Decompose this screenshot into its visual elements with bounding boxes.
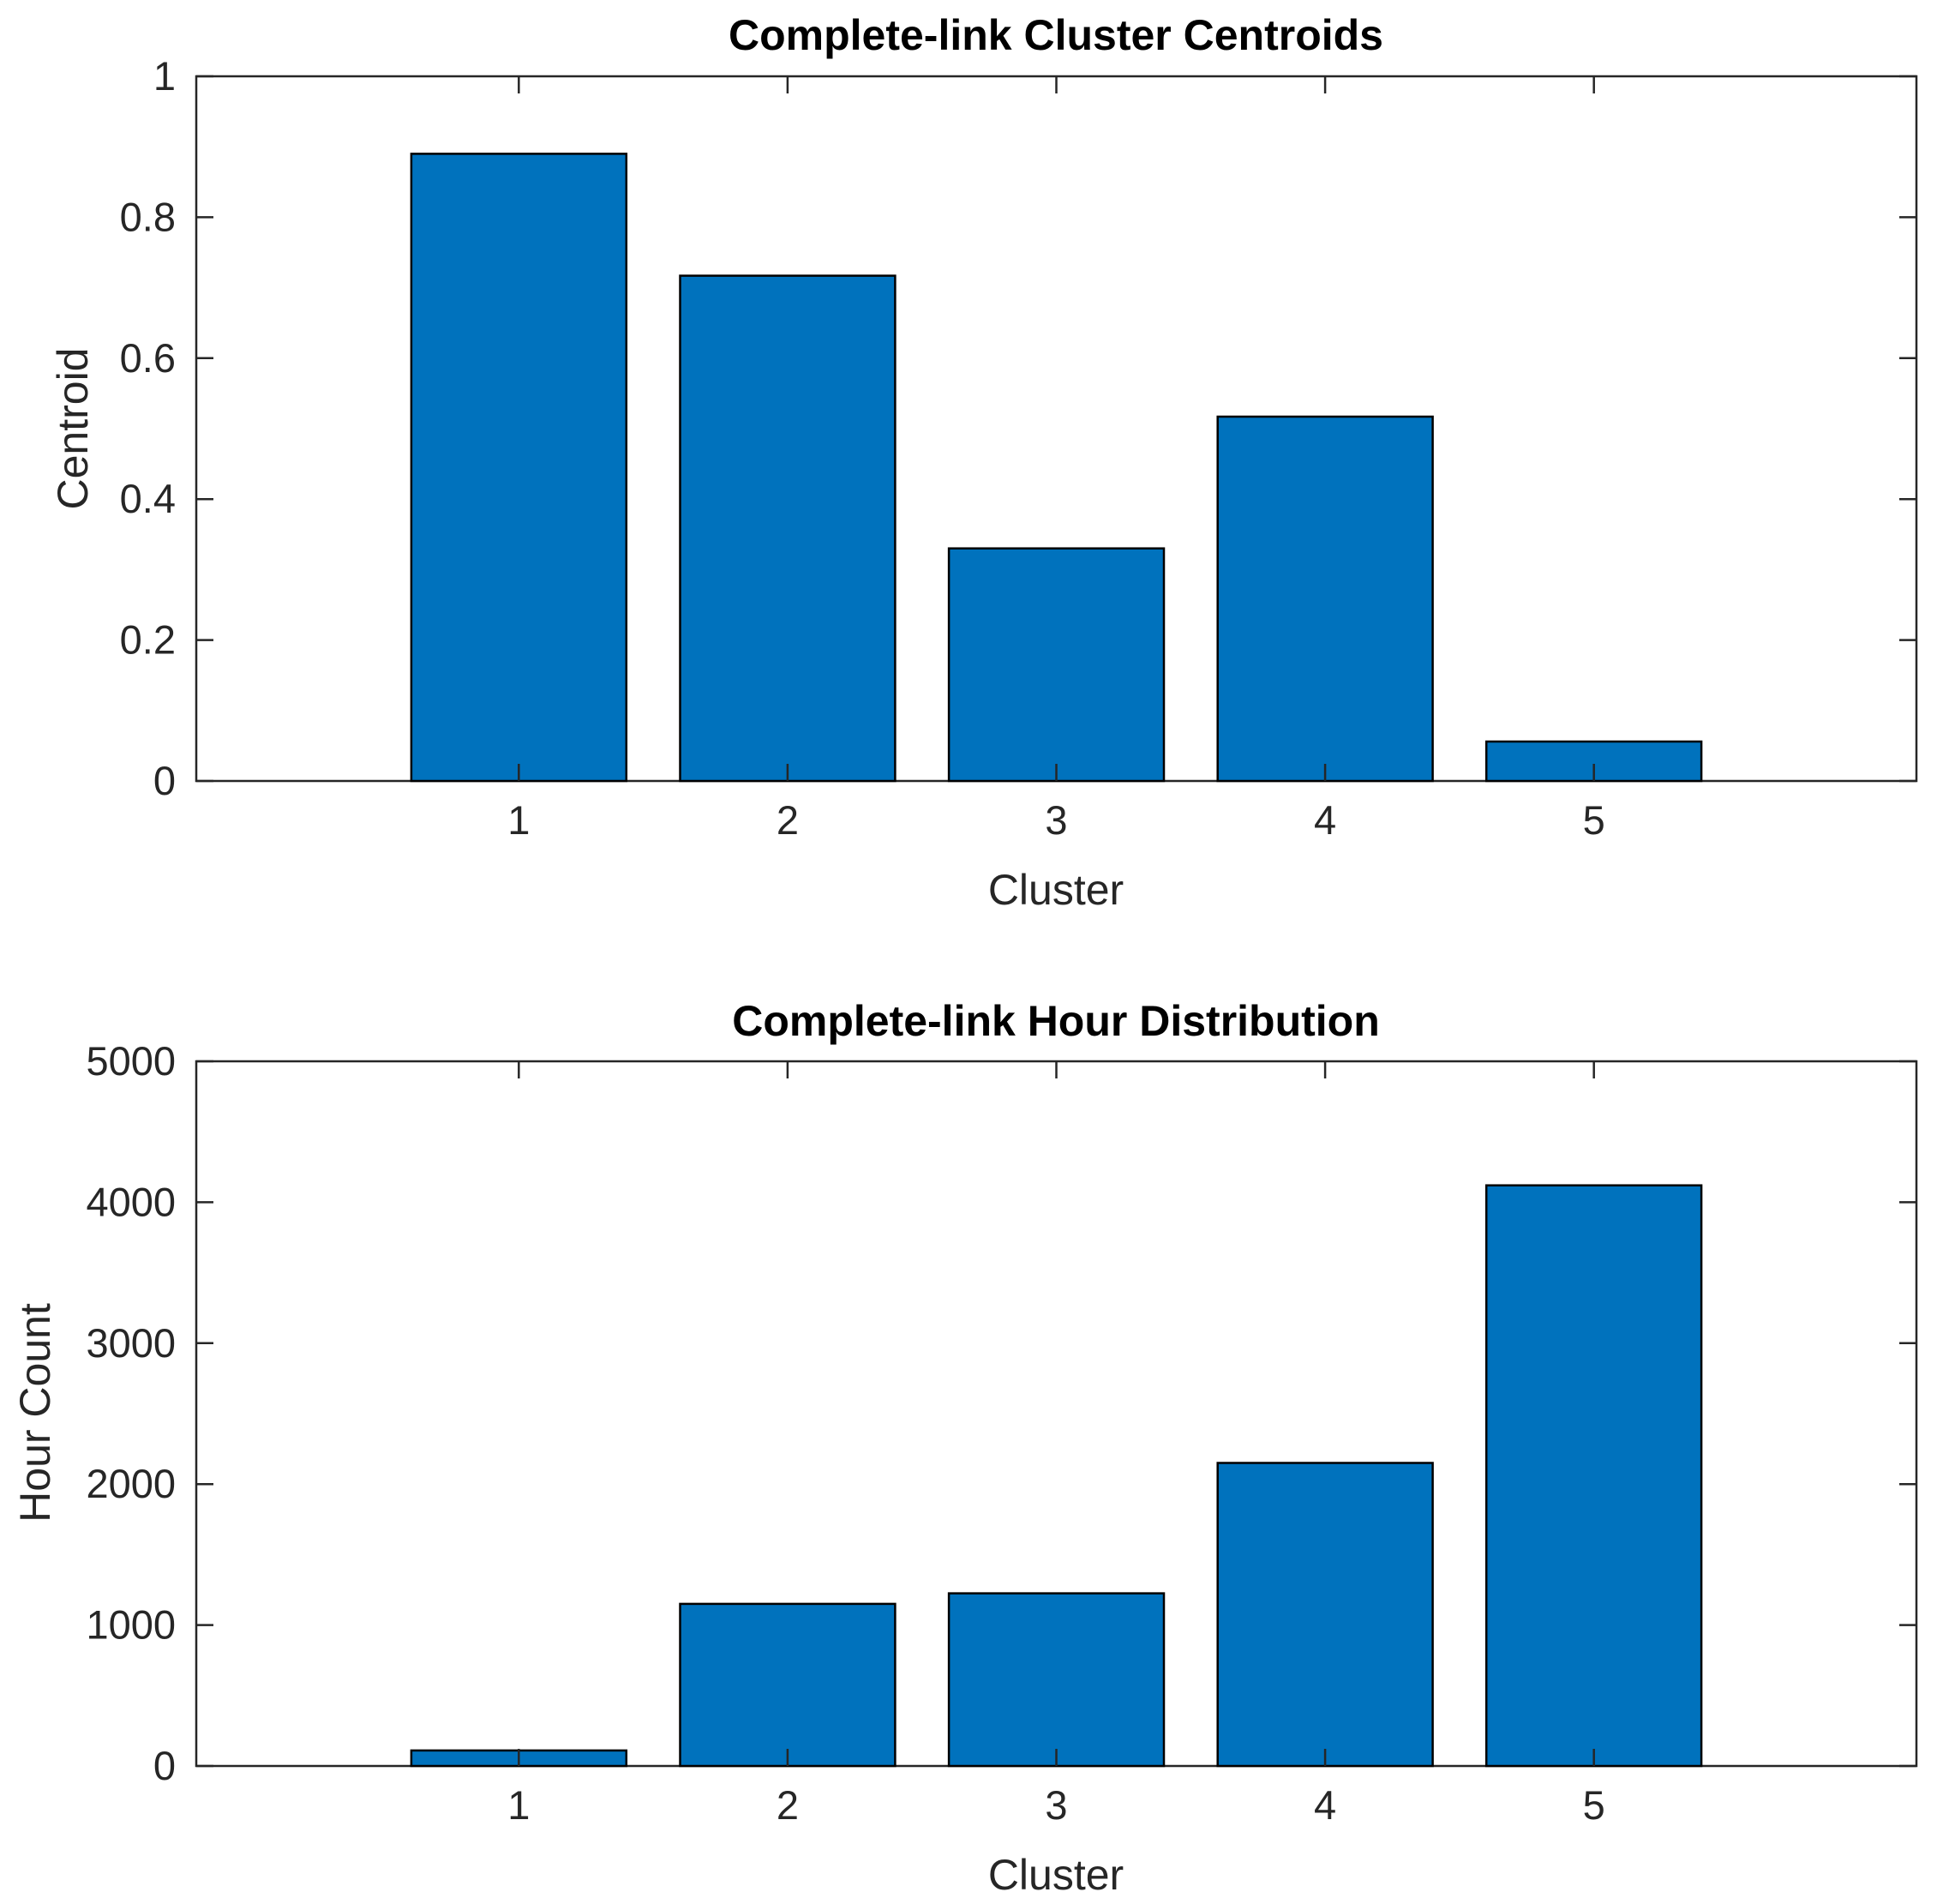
x-tick-label: 3 xyxy=(1045,1782,1067,1828)
bar-cluster-4 xyxy=(1216,415,1434,783)
bar-cluster-2 xyxy=(679,274,897,783)
y-tick-label: 1000 xyxy=(86,1602,176,1648)
x-tick-label: 1 xyxy=(507,797,530,843)
y-axis: 0 0.2 0.4 0.6 0.8 1 xyxy=(120,53,1916,803)
bar-cluster-3 xyxy=(947,1592,1166,1768)
y-tick-label: 2000 xyxy=(86,1461,176,1506)
y-axis-label: Hour Count xyxy=(11,1303,59,1523)
x-tick-label: 3 xyxy=(1045,797,1067,843)
x-axis: 1 2 3 4 5 xyxy=(507,1061,1605,1828)
x-tick-label: 4 xyxy=(1314,1782,1336,1828)
x-axis-label: Cluster xyxy=(988,866,1124,914)
y-axis-label: Centroid xyxy=(49,348,97,510)
x-axis: 1 2 3 4 5 xyxy=(507,76,1605,843)
x-axis-label: Cluster xyxy=(988,1851,1124,1899)
bar-cluster-2 xyxy=(679,1602,897,1768)
x-tick-label: 2 xyxy=(777,797,799,843)
bar-cluster-3 xyxy=(947,547,1166,783)
y-tick-label: 5000 xyxy=(86,1038,176,1084)
hours-chart: 0 1000 2000 3000 4000 5000 1 2 3 4 5 Complete-lin… xyxy=(11,997,1918,1899)
x-tick-label: 5 xyxy=(1583,797,1605,843)
y-tick-label: 1 xyxy=(153,53,176,99)
bars-group xyxy=(410,1184,1703,1768)
x-tick-label: 1 xyxy=(507,1782,530,1828)
bar-cluster-5 xyxy=(1484,1184,1703,1768)
chart-title: Complete-link Hour Distribution xyxy=(732,997,1380,1045)
y-tick-label: 0.6 xyxy=(120,335,176,381)
y-tick-label: 0.8 xyxy=(120,194,176,239)
x-tick-label: 5 xyxy=(1583,1782,1605,1828)
y-tick-label: 0.2 xyxy=(120,617,176,663)
y-axis: 0 1000 2000 3000 4000 5000 xyxy=(86,1038,1916,1788)
y-tick-label: 0.4 xyxy=(120,476,176,521)
chart-title: Complete-link Cluster Centroids xyxy=(729,11,1383,59)
y-tick-label: 4000 xyxy=(86,1179,176,1224)
x-tick-label: 2 xyxy=(777,1782,799,1828)
bar-cluster-4 xyxy=(1216,1462,1434,1768)
bar-cluster-1 xyxy=(410,153,628,783)
y-tick-label: 0 xyxy=(153,1743,176,1788)
centroids-chart: 0 0.2 0.4 0.6 0.8 1 1 2 3 4 5 Complete-link Clust… xyxy=(49,11,1918,914)
y-tick-label: 0 xyxy=(153,758,176,803)
y-tick-label: 3000 xyxy=(86,1320,176,1366)
bars-group xyxy=(410,153,1703,783)
x-tick-label: 4 xyxy=(1314,797,1336,843)
